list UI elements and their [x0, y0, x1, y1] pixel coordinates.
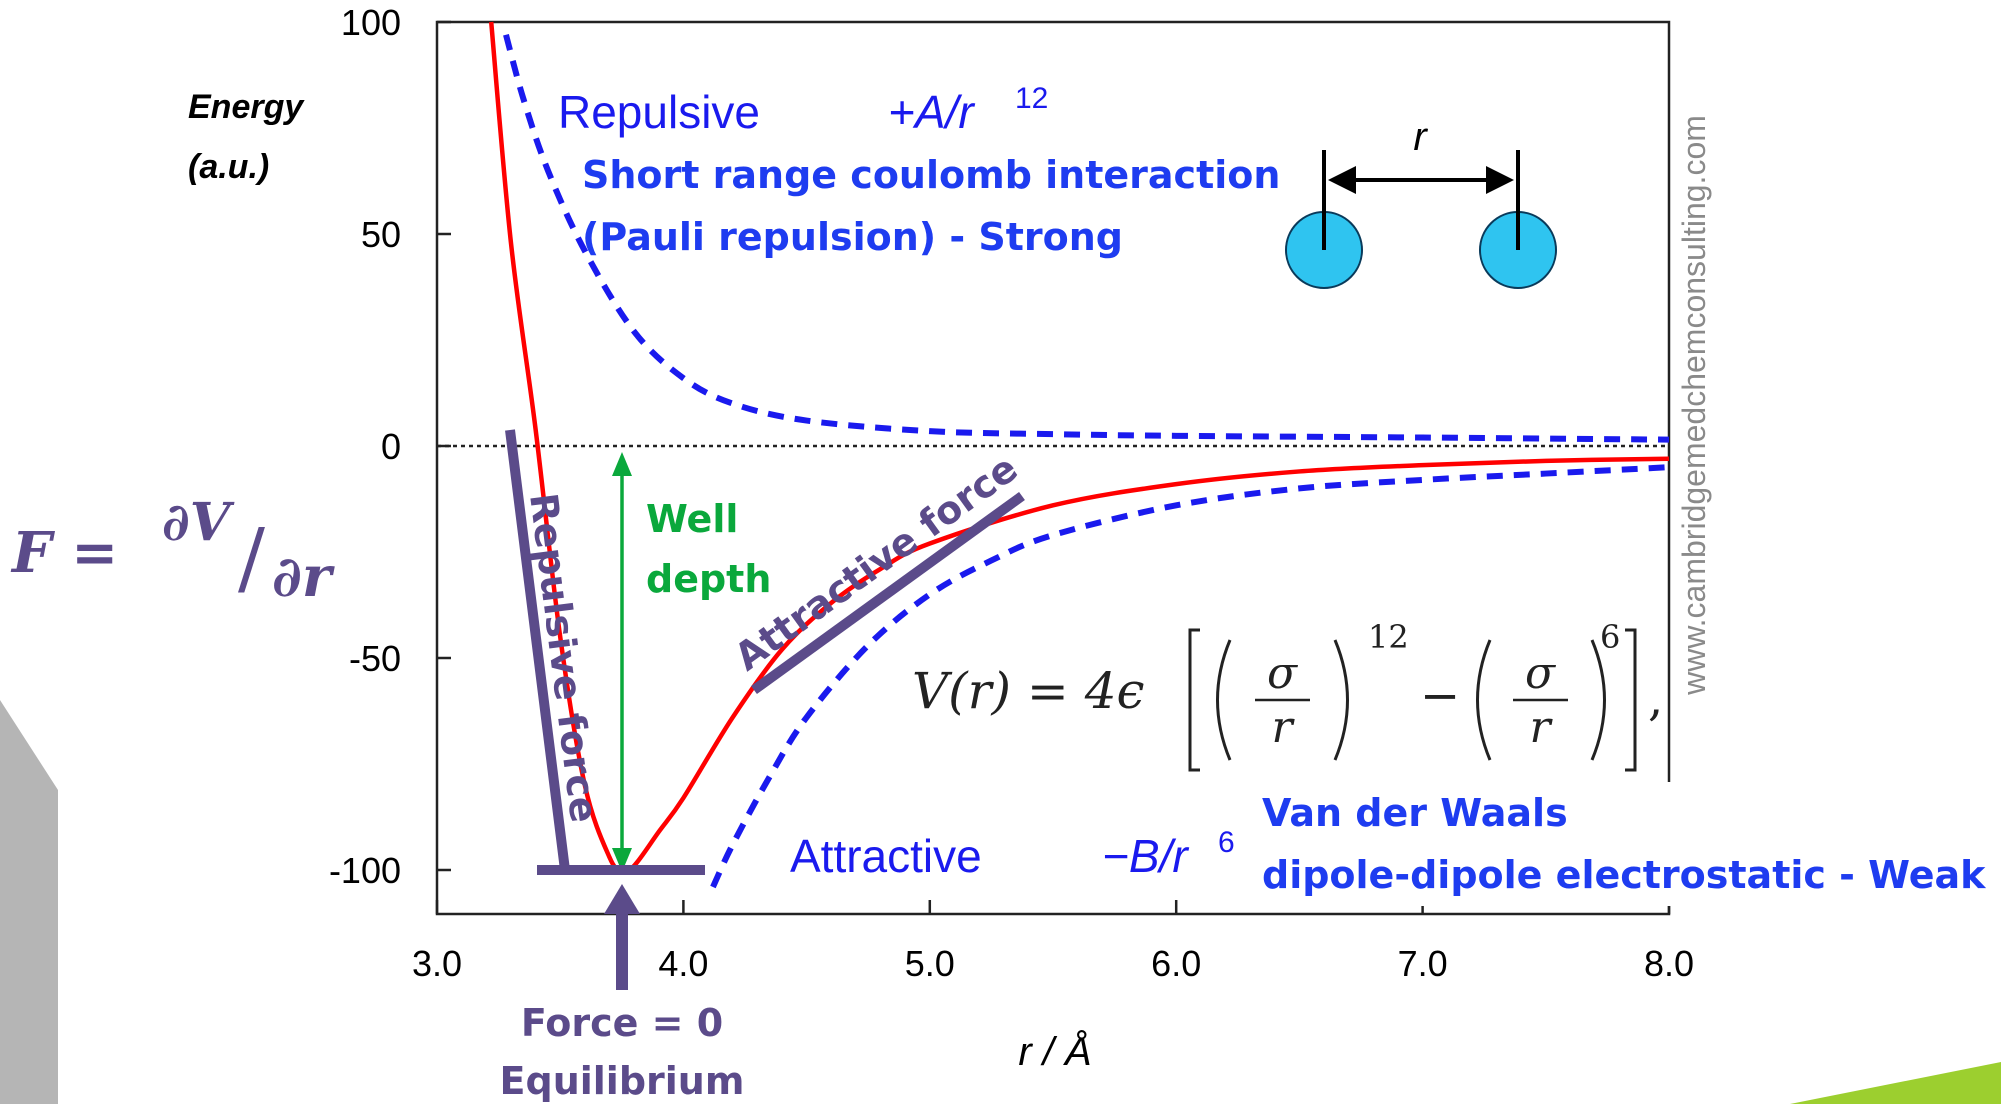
- lj-exp-6: 6: [1600, 618, 1620, 656]
- force-slash: /: [238, 511, 265, 604]
- y-tick-label: -100: [329, 850, 401, 891]
- force-formula: F = ∂V / ∂r: [10, 492, 335, 610]
- lennard-jones-curve: [488, 21, 1670, 874]
- lj-r-2: r: [1529, 702, 1553, 753]
- series-layer: [488, 21, 1670, 889]
- well-depth-line-1: Well: [646, 497, 738, 541]
- force-numerator: ∂V: [162, 492, 235, 553]
- attractive-exponent: 6: [1218, 826, 1235, 859]
- y-tick-label: -50: [349, 638, 401, 679]
- double-arrow-icon: [1328, 166, 1514, 194]
- lj-formula: V(r) = 4ϵ σ r 12 − σ r 6 ,: [912, 618, 1663, 772]
- y-tick-label: 0: [381, 426, 401, 467]
- short-range-line-2: (Pauli repulsion) - Strong: [582, 215, 1123, 259]
- slide-green-shape: [1790, 1062, 2001, 1104]
- repulsive-component-curve: [503, 33, 1670, 443]
- atom-pair-diagram: r: [1285, 115, 1557, 289]
- attractive-annotation: Attractive −B/r 6: [790, 826, 1235, 882]
- x-tick-label: 6.0: [1151, 943, 1201, 984]
- up-arrow-icon: [604, 884, 640, 990]
- attractive-label: Attractive: [790, 830, 982, 882]
- lj-r-1: r: [1271, 702, 1295, 753]
- vdw-label-background: [1255, 782, 1995, 906]
- x-axis-ticks: 3.0 4.0 5.0 6.0 7.0 8.0: [412, 900, 1694, 984]
- x-tick-label: 4.0: [658, 943, 708, 984]
- slide-gray-shape: [0, 700, 58, 1104]
- force-lhs: F =: [10, 520, 118, 586]
- x-tick-label: 5.0: [905, 943, 955, 984]
- repulsive-label: Repulsive: [558, 86, 760, 138]
- y-axis-ticks: 100 50 0 -50 -100: [329, 2, 451, 891]
- lj-comma: ,: [1648, 671, 1663, 727]
- x-axis-label: r / Å: [1018, 1029, 1091, 1074]
- x-tick-label: 3.0: [412, 943, 462, 984]
- lj-prefix: V(r) = 4ϵ: [912, 662, 1145, 720]
- x-tick-label: 8.0: [1644, 943, 1694, 984]
- y-tick-label: 50: [361, 214, 401, 255]
- vdw-line-1: Van der Waals: [1262, 791, 1568, 835]
- watermark: www.cambridgemedchemconsulting.com: [1676, 115, 1712, 696]
- y-axis-label-line-2: (a.u.): [188, 148, 269, 186]
- lj-minus: −: [1420, 668, 1460, 724]
- repulsive-annotation: Repulsive +A/r 12: [558, 82, 1048, 138]
- attractive-force-tangent: [751, 491, 1025, 695]
- force-denominator: ∂r: [272, 544, 335, 610]
- well-depth-line-2: depth: [646, 557, 771, 601]
- repulsive-formula: +A/r: [888, 86, 975, 138]
- short-range-line-1: Short range coulomb interaction: [582, 153, 1280, 197]
- force-zero-line-2: Equilibrium: [500, 1059, 745, 1103]
- x-tick-label: 7.0: [1398, 943, 1448, 984]
- lj-sigma-2: σ: [1525, 648, 1557, 699]
- attractive-component-curve: [710, 464, 1670, 889]
- repulsive-force-tangent: [505, 429, 570, 871]
- y-tick-label: 100: [341, 2, 401, 43]
- distance-symbol: r: [1413, 115, 1428, 159]
- force-zero-line-1: Force = 0: [521, 1001, 723, 1045]
- repulsive-exponent: 12: [1015, 82, 1048, 115]
- plot-frame: [435, 20, 1671, 916]
- attractive-formula: −B/r: [1102, 830, 1189, 882]
- well-depth-annotation: Well depth: [612, 452, 771, 872]
- vdw-line-2: dipole-dipole electrostatic - Weak: [1262, 853, 1986, 897]
- lj-sigma-1: σ: [1267, 648, 1299, 699]
- y-axis-label-line-1: Energy: [188, 88, 305, 126]
- lj-exp-12: 12: [1368, 618, 1409, 656]
